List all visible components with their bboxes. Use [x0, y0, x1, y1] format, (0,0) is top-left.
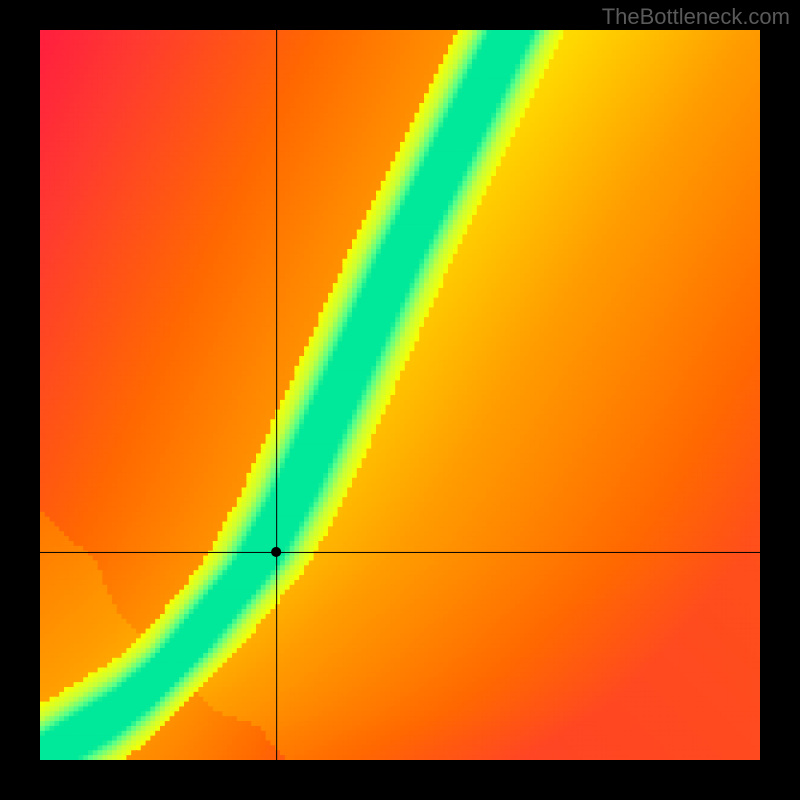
watermark-label: TheBottleneck.com	[602, 4, 790, 30]
heatmap-canvas	[40, 30, 760, 760]
chart-container: TheBottleneck.com	[0, 0, 800, 800]
